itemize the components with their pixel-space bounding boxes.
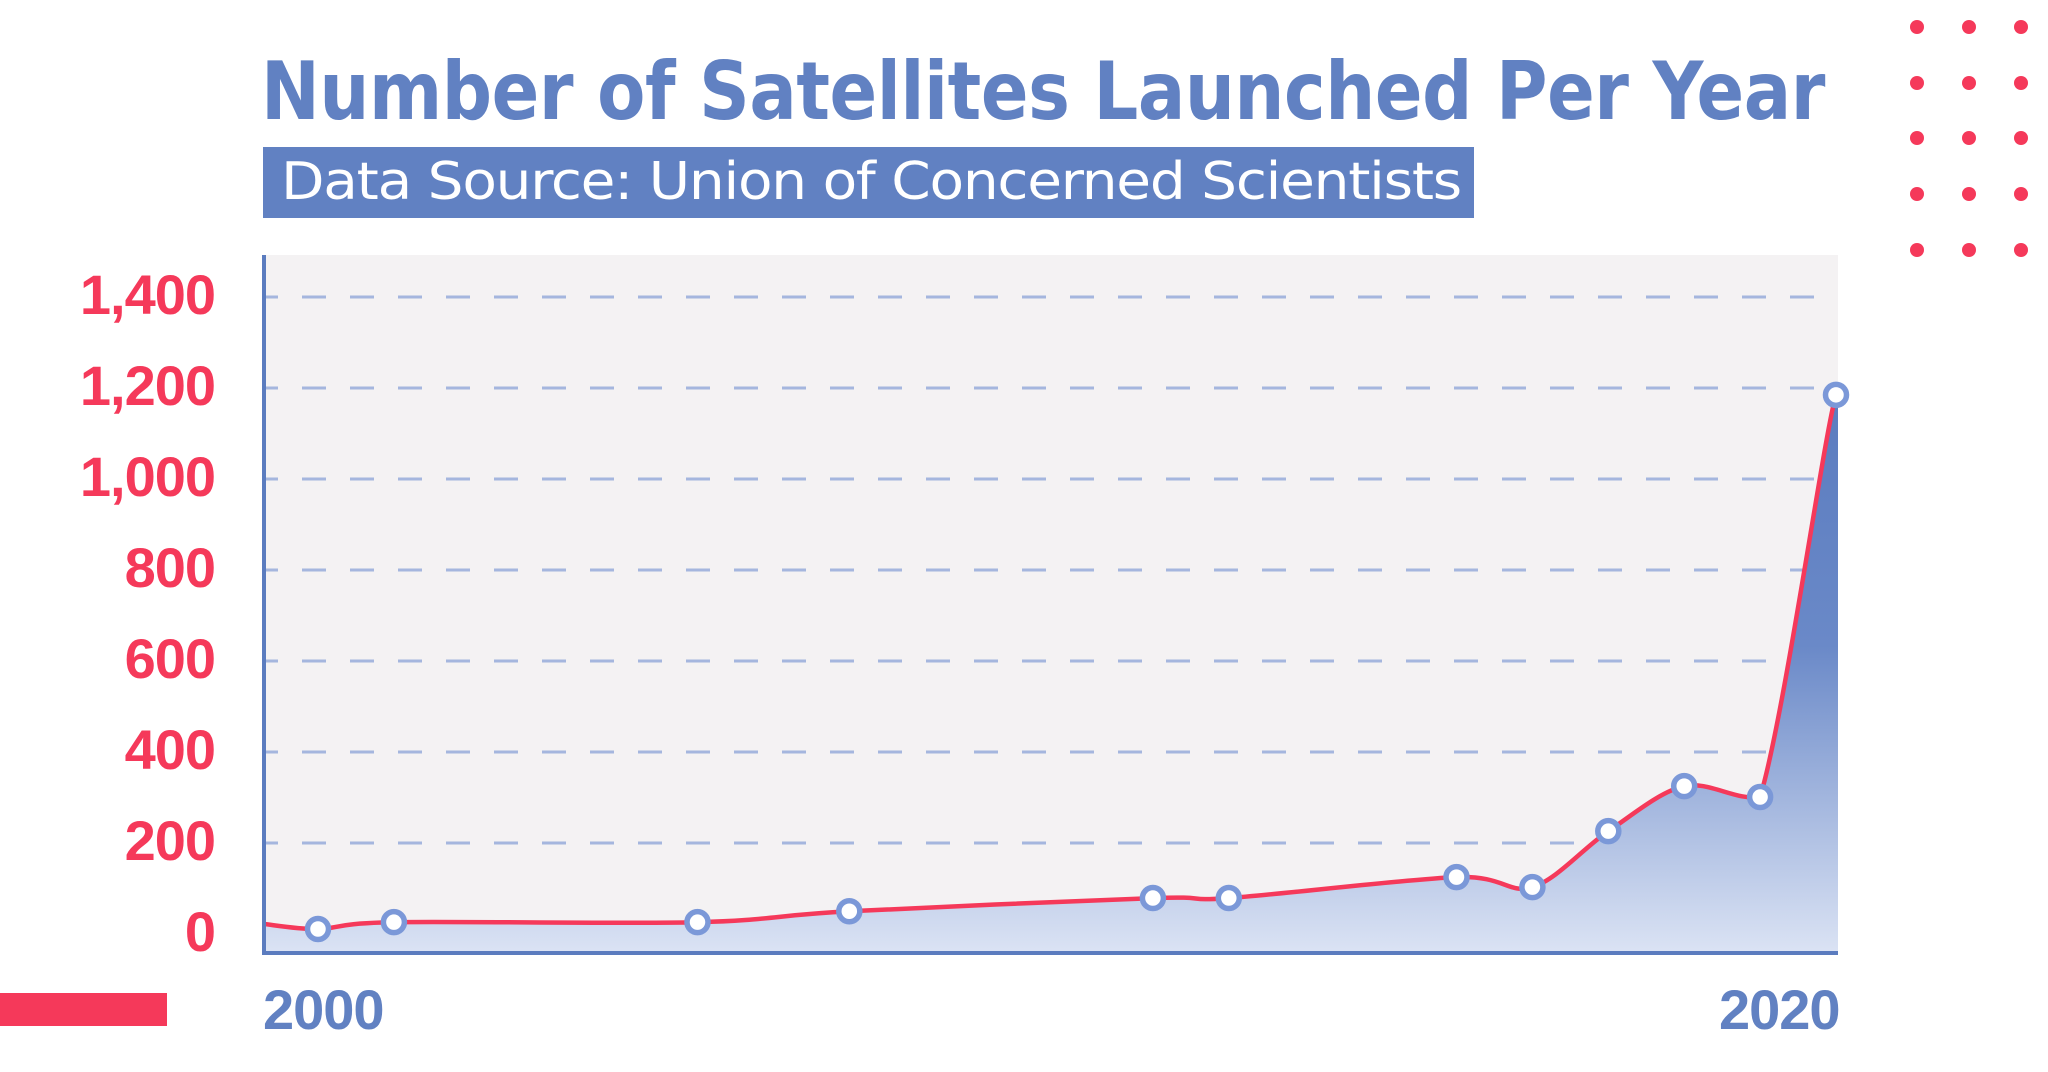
decorative-dot <box>1910 187 1924 202</box>
data-point-marker <box>684 908 711 936</box>
data-source-banner: Data Source: Union of Concerned Scientis… <box>263 147 1474 218</box>
decorative-dot <box>1962 131 1976 146</box>
data-point-marker <box>1822 381 1850 409</box>
data-point-marker <box>1443 863 1470 891</box>
decorative-red-bar <box>0 993 167 1026</box>
decorative-dot <box>2014 187 2028 202</box>
chart-title: Number of Satellites Launched Per Year <box>261 45 1825 138</box>
x-axis-start-label: 2000 <box>263 978 385 1041</box>
y-tick-label: 800 <box>124 536 216 599</box>
y-tick-label: 200 <box>124 809 216 872</box>
decorative-dot <box>1962 20 1976 34</box>
y-tick-label: 1,200 <box>79 354 216 417</box>
data-point-marker <box>1139 884 1167 912</box>
data-point-marker <box>1670 772 1698 800</box>
decorative-dot <box>2014 242 2028 257</box>
data-point-marker <box>836 898 863 925</box>
data-point-marker <box>380 908 408 936</box>
decorative-dot <box>1910 242 1924 257</box>
x-axis-end-label: 2020 <box>1719 978 1841 1041</box>
y-tick-label: 0 <box>184 900 216 963</box>
y-tick-label: 1,000 <box>79 445 216 508</box>
decorative-dot <box>1910 131 1924 146</box>
decorative-dot <box>1910 75 1924 90</box>
data-point-marker <box>304 915 332 943</box>
y-tick-label: 600 <box>124 627 216 690</box>
decorative-dot <box>1910 20 1924 34</box>
data-markers <box>304 381 1850 943</box>
decorative-dot <box>2014 75 2028 90</box>
data-point-marker <box>1595 817 1622 845</box>
data-source-text: Data Source: Union of Concerned Scientis… <box>281 152 1462 212</box>
plot-background <box>264 255 1838 953</box>
data-point-marker <box>1746 783 1774 811</box>
decorative-dot-grid <box>1905 15 2048 265</box>
data-point-marker <box>1519 873 1546 901</box>
decorative-dot <box>2014 131 2028 146</box>
y-tick-label: 1,400 <box>79 263 216 326</box>
decorative-dot <box>2014 20 2028 34</box>
y-tick-label: 400 <box>124 718 216 781</box>
area-fill <box>264 394 1838 953</box>
data-point-marker <box>1215 884 1243 912</box>
decorative-dot <box>1962 75 1976 90</box>
decorative-dot <box>1962 242 1976 257</box>
decorative-dot <box>1962 187 1976 202</box>
